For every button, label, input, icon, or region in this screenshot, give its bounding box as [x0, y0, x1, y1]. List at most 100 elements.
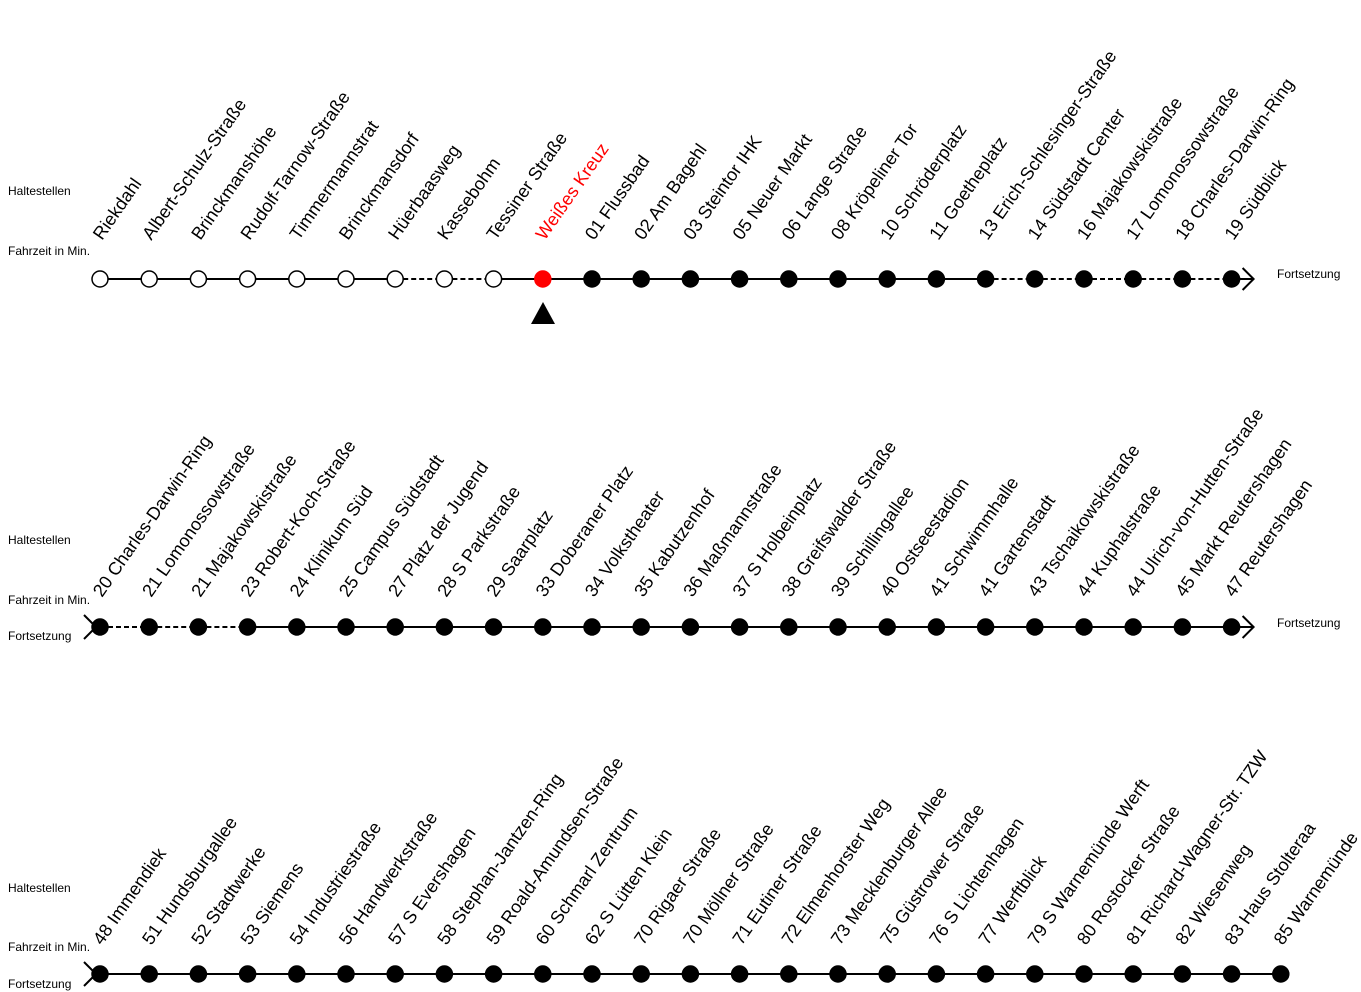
stop-label: 83 Haus Stolteraa	[1220, 818, 1320, 948]
stop-marker	[1222, 270, 1241, 288]
stop-marker	[583, 618, 601, 636]
stop-marker	[1026, 965, 1044, 983]
stop-markers	[91, 270, 1241, 288]
stops-heading: Haltestellen	[8, 533, 71, 547]
stop-marker	[1124, 965, 1142, 983]
travel-time-heading: Fahrzeit in Min.	[8, 244, 90, 258]
line-end-arrow-icon	[1241, 615, 1256, 639]
stop-marker	[829, 618, 847, 636]
stop-marker	[189, 618, 208, 636]
stop-marker	[484, 618, 503, 636]
stop-marker	[1124, 270, 1142, 288]
stop-marker	[435, 965, 454, 983]
past-stop-marker	[386, 270, 404, 288]
past-stop-marker	[337, 270, 355, 288]
stop-marker	[1222, 618, 1241, 636]
stops-heading: Haltestellen	[8, 881, 71, 895]
stop-marker	[140, 618, 158, 636]
stop-marker	[780, 965, 798, 983]
stop-marker	[1222, 965, 1241, 983]
stop-marker	[1026, 618, 1044, 636]
stop-marker	[976, 270, 995, 288]
stop-marker	[927, 965, 946, 983]
stops-heading: Haltestellen	[8, 184, 71, 198]
stop-marker	[878, 270, 896, 288]
stop-marker	[829, 965, 847, 983]
stop-marker	[1173, 965, 1192, 983]
stop-marker	[1026, 270, 1044, 288]
stop-label: 41 Schwimmhalle	[925, 473, 1022, 600]
stop-marker	[1075, 270, 1093, 288]
stop-marker	[976, 965, 995, 983]
stop-label: 54 Industriestraße	[286, 818, 386, 948]
stop-marker	[681, 270, 700, 288]
stop-marker	[681, 965, 700, 983]
stop-marker	[780, 618, 798, 636]
route-row-1: Haltestellen Fahrzeit in Min. Fortsetzun…	[8, 47, 1340, 324]
stop-marker	[780, 270, 798, 288]
continuation-label-start: Fortsetzung	[8, 629, 71, 643]
stop-label: 10 Schröderplatz	[876, 120, 970, 243]
stop-label: 47 Reutershagen	[1220, 476, 1316, 601]
stop-label: 40 Ostseestadion	[876, 474, 973, 600]
stop-marker	[238, 965, 257, 983]
stop-marker	[386, 618, 404, 636]
current-stop-marker	[534, 270, 552, 288]
past-stop-marker	[435, 270, 454, 288]
arrow-head-icon	[1241, 615, 1256, 639]
stop-marker	[1075, 965, 1093, 983]
stop-marker	[878, 965, 896, 983]
stop-marker	[632, 965, 650, 983]
stop-marker	[484, 965, 503, 983]
continuation-label-end: Fortsetzung	[1277, 267, 1340, 281]
stop-marker	[730, 270, 749, 288]
stop-marker	[534, 965, 552, 983]
stop-marker	[337, 618, 355, 636]
stop-marker	[632, 618, 650, 636]
stop-marker	[878, 618, 896, 636]
stop-marker	[1075, 618, 1093, 636]
stop-marker	[288, 618, 306, 636]
stop-label: 62 S Lütten Klein	[581, 825, 676, 949]
stop-marker	[927, 618, 946, 636]
stop-marker	[829, 270, 847, 288]
past-stop-marker	[288, 270, 306, 288]
stop-marker	[91, 618, 109, 636]
stop-marker	[1124, 618, 1142, 636]
stop-marker	[288, 965, 306, 983]
stop-markers	[91, 965, 1290, 983]
stop-marker	[632, 270, 650, 288]
stop-marker	[730, 618, 749, 636]
stop-marker	[583, 270, 601, 288]
stop-marker	[435, 618, 454, 636]
stop-marker	[583, 965, 601, 983]
past-stop-marker	[238, 270, 257, 288]
past-stop-marker	[484, 270, 503, 288]
stop-markers	[91, 618, 1241, 636]
stop-label: Riekdahl	[89, 174, 146, 243]
travel-time-heading: Fahrzeit in Min.	[8, 593, 90, 607]
stop-marker	[140, 965, 158, 983]
stop-label: 70 Rigaer Straße	[630, 825, 725, 949]
stop-label: 57 S Evershagen	[384, 824, 480, 949]
stop-marker	[976, 618, 995, 636]
stop-label: Timmermannstrat	[286, 117, 383, 243]
stop-label: 71 Eutiner Straße	[728, 821, 825, 948]
past-stop-marker	[189, 270, 208, 288]
stop-label: 08 Kröpeliner Tor	[827, 120, 922, 243]
stop-label: 70 Möllner Straße	[679, 820, 777, 949]
stop-marker	[386, 965, 404, 983]
stop-marker	[91, 965, 109, 983]
stop-marker	[1173, 618, 1192, 636]
route-row-2: Haltestellen Fahrzeit in Min. Fortsetzun…	[8, 404, 1340, 643]
past-stop-marker	[140, 270, 158, 288]
stop-marker	[337, 965, 355, 983]
stop-marker	[534, 618, 552, 636]
stop-label: 37 S Holbeinplatz	[728, 473, 825, 600]
stop-marker	[1173, 270, 1192, 288]
stop-marker	[238, 618, 257, 636]
current-position-marker-icon	[531, 302, 555, 324]
stop-marker	[1272, 965, 1290, 983]
